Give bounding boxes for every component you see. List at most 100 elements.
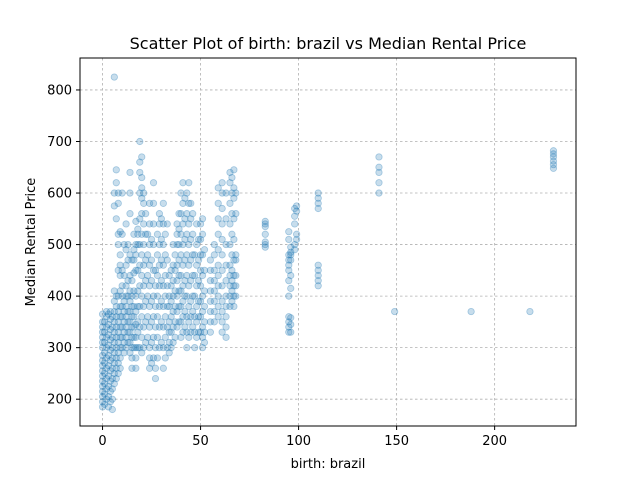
data-point	[147, 359, 156, 367]
data-point	[261, 217, 269, 225]
data-point	[200, 328, 209, 336]
plot-frame	[79, 57, 577, 427]
data-point	[126, 318, 134, 326]
data-point	[147, 338, 156, 347]
data-point	[230, 235, 238, 244]
data-point	[140, 199, 148, 207]
data-point	[195, 313, 203, 321]
data-point	[128, 277, 136, 285]
data-point	[124, 292, 132, 300]
data-point	[112, 166, 120, 174]
data-point	[161, 292, 169, 300]
data-point	[100, 338, 109, 347]
data-point	[198, 323, 207, 331]
data-point	[161, 271, 169, 280]
data-point	[118, 333, 126, 341]
data-point	[181, 256, 189, 264]
data-point	[230, 292, 238, 300]
data-point	[104, 382, 113, 390]
data-point	[230, 282, 238, 290]
data-point	[147, 277, 156, 285]
data-point	[314, 194, 322, 202]
data-point	[218, 318, 226, 326]
data-point	[110, 318, 118, 326]
data-point	[149, 220, 158, 228]
data-point	[210, 240, 218, 249]
data-point	[179, 261, 187, 269]
data-point	[132, 251, 140, 259]
data-point	[173, 240, 181, 249]
data-point	[126, 189, 134, 197]
data-point	[132, 292, 140, 300]
data-point	[159, 199, 167, 207]
data-point	[124, 318, 132, 326]
x-tick-label: 0	[98, 434, 106, 449]
data-point	[102, 395, 111, 403]
data-point	[128, 344, 136, 352]
data-point	[467, 307, 475, 316]
data-point	[193, 318, 201, 326]
data-point	[218, 220, 226, 228]
data-point	[98, 356, 107, 365]
data-point	[112, 292, 120, 300]
data-point	[185, 261, 193, 269]
data-point	[98, 398, 107, 406]
data-point	[114, 338, 122, 347]
data-point	[210, 307, 218, 316]
data-point	[98, 328, 107, 336]
data-point	[218, 282, 226, 290]
data-point	[122, 313, 130, 321]
data-point	[165, 302, 173, 311]
data-point	[151, 323, 160, 331]
data-point	[136, 240, 144, 249]
data-point	[104, 331, 113, 339]
data-point	[136, 137, 144, 146]
data-point	[261, 238, 269, 246]
data-point	[128, 333, 136, 341]
data-point	[159, 240, 167, 249]
data-point	[226, 240, 234, 249]
data-point	[142, 230, 150, 238]
x-tick-label: 200	[482, 434, 507, 449]
data-point	[206, 307, 214, 316]
data-point	[179, 220, 187, 228]
data-point	[195, 277, 203, 285]
data-point	[132, 217, 140, 225]
data-point	[183, 210, 191, 218]
data-point	[130, 313, 138, 321]
data-point	[159, 261, 167, 269]
data-point	[116, 261, 124, 269]
data-point	[98, 372, 107, 380]
data-point	[179, 328, 187, 336]
data-point	[214, 292, 222, 300]
data-point	[149, 313, 158, 321]
data-point	[118, 313, 126, 321]
data-point	[222, 240, 230, 249]
data-point	[191, 292, 199, 300]
data-point	[138, 153, 146, 161]
data-point	[98, 382, 107, 390]
data-point	[124, 338, 132, 347]
data-point	[153, 313, 162, 321]
data-point	[155, 240, 163, 249]
data-point	[169, 338, 177, 347]
data-point	[228, 251, 236, 259]
data-point	[151, 374, 160, 383]
data-point	[130, 344, 138, 352]
data-point	[161, 230, 169, 238]
data-point	[144, 313, 152, 321]
data-point	[130, 333, 138, 341]
data-point	[191, 328, 199, 336]
data-point	[185, 333, 193, 341]
data-point	[314, 261, 322, 269]
data-point	[293, 202, 301, 210]
data-point	[189, 251, 197, 259]
data-point	[214, 313, 222, 321]
data-point	[200, 266, 209, 274]
data-point	[179, 313, 187, 321]
data-point	[126, 307, 134, 316]
data-point	[181, 323, 189, 331]
data-point	[287, 251, 295, 259]
data-point	[145, 323, 154, 331]
data-point	[198, 292, 207, 300]
